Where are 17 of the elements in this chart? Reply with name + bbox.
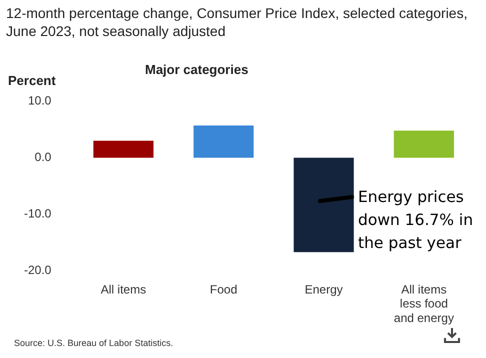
chart-subtitle: Major categories [145, 62, 248, 77]
y-tick-label: 0.0 [34, 150, 52, 164]
bar [194, 126, 254, 158]
x-tick-label: Food [210, 282, 238, 296]
x-tick-label: All items less food and energy [394, 282, 454, 326]
y-axis-title: Percent [8, 73, 56, 88]
y-tick-label: 10.0 [28, 94, 52, 108]
x-tick-label: All items [100, 282, 146, 296]
x-tick-label: Energy [304, 282, 343, 296]
annotation: Energy prices down 16.7% in the past year [358, 187, 474, 254]
chart-title: 12-month percentage change, Consumer Price Index, selected categories, June 2023, not seasonally adjusted [6, 4, 468, 40]
source-note: Source: U.S. Bureau of Labor Statistics. [14, 338, 174, 348]
bar [93, 140, 154, 158]
y-tick-label: -20.0 [24, 263, 52, 278]
bar [294, 158, 354, 252]
y-tick-label: -10.0 [24, 206, 52, 221]
bar [394, 130, 454, 158]
